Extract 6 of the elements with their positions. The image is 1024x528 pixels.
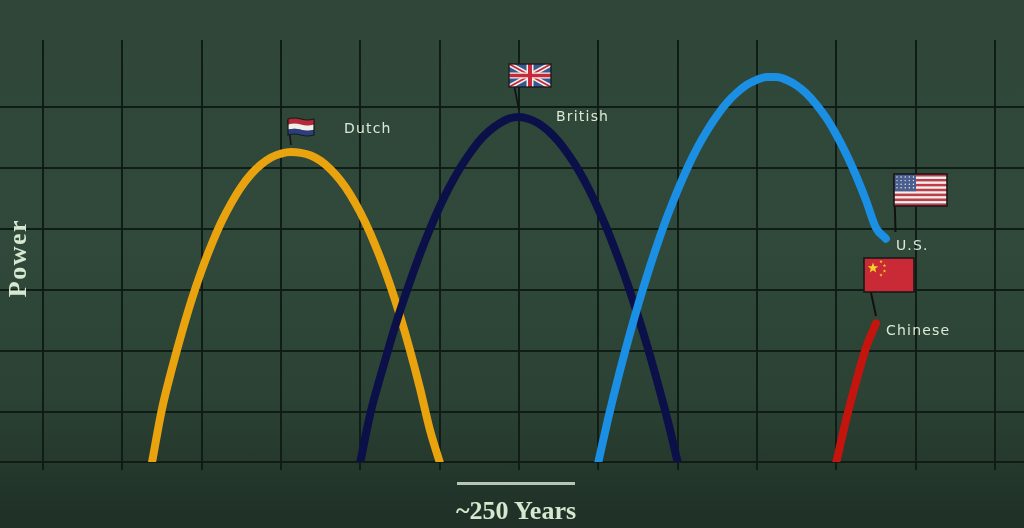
y-axis-title: Power bbox=[3, 218, 32, 298]
series-label: U.S. bbox=[895, 237, 929, 254]
text: Dutch bbox=[343, 119, 392, 136]
series-label: Chinese bbox=[886, 322, 951, 339]
series-label: British bbox=[556, 107, 610, 124]
x-axis-title: ~250 Years bbox=[455, 496, 577, 525]
